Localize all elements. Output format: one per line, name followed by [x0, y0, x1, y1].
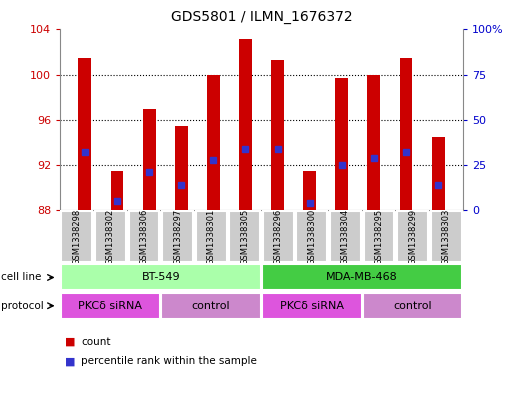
- Bar: [400, 58, 413, 210]
- Text: cell line: cell line: [1, 272, 41, 283]
- Bar: [262, 293, 361, 319]
- Bar: [196, 211, 226, 262]
- Text: GSM1338304: GSM1338304: [341, 209, 350, 265]
- Text: GSM1338299: GSM1338299: [408, 209, 417, 265]
- Bar: [263, 211, 294, 262]
- Text: GSM1338295: GSM1338295: [374, 209, 383, 265]
- Text: control: control: [393, 301, 432, 311]
- Bar: [175, 125, 188, 210]
- Text: GSM1338302: GSM1338302: [106, 209, 115, 265]
- Text: GSM1338296: GSM1338296: [274, 209, 283, 265]
- Bar: [303, 171, 316, 210]
- Bar: [61, 264, 261, 290]
- Text: BT-549: BT-549: [142, 272, 180, 283]
- Bar: [229, 211, 260, 262]
- Bar: [363, 293, 462, 319]
- Text: protocol: protocol: [1, 301, 44, 311]
- Bar: [335, 78, 348, 210]
- Bar: [262, 264, 462, 290]
- Text: GSM1338301: GSM1338301: [207, 209, 215, 265]
- Bar: [162, 293, 261, 319]
- Text: GSM1338305: GSM1338305: [240, 209, 249, 265]
- Text: count: count: [81, 336, 110, 347]
- Text: GSM1338298: GSM1338298: [72, 209, 82, 265]
- Bar: [162, 211, 193, 262]
- Bar: [430, 211, 461, 262]
- Text: GSM1338300: GSM1338300: [308, 209, 316, 265]
- Bar: [207, 75, 220, 210]
- Bar: [129, 211, 160, 262]
- Bar: [61, 293, 160, 319]
- Bar: [330, 211, 361, 262]
- Text: PKCδ siRNA: PKCδ siRNA: [78, 301, 142, 311]
- Text: GDS5801 / ILMN_1676372: GDS5801 / ILMN_1676372: [170, 10, 353, 24]
- Text: GSM1338303: GSM1338303: [441, 209, 451, 265]
- Text: MDA-MB-468: MDA-MB-468: [326, 272, 398, 283]
- Text: GSM1338297: GSM1338297: [173, 209, 182, 265]
- Bar: [397, 211, 428, 262]
- Bar: [95, 211, 126, 262]
- Bar: [62, 211, 93, 262]
- Text: PKCδ siRNA: PKCδ siRNA: [280, 301, 344, 311]
- Text: ■: ■: [65, 336, 76, 347]
- Bar: [271, 60, 284, 210]
- Bar: [297, 211, 327, 262]
- Bar: [363, 211, 394, 262]
- Text: percentile rank within the sample: percentile rank within the sample: [81, 356, 257, 366]
- Text: GSM1338306: GSM1338306: [140, 209, 149, 265]
- Bar: [110, 171, 123, 210]
- Bar: [239, 39, 252, 210]
- Bar: [143, 108, 155, 210]
- Bar: [368, 75, 380, 210]
- Text: ■: ■: [65, 356, 76, 366]
- Bar: [431, 137, 445, 210]
- Text: control: control: [192, 301, 231, 311]
- Bar: [78, 58, 92, 210]
